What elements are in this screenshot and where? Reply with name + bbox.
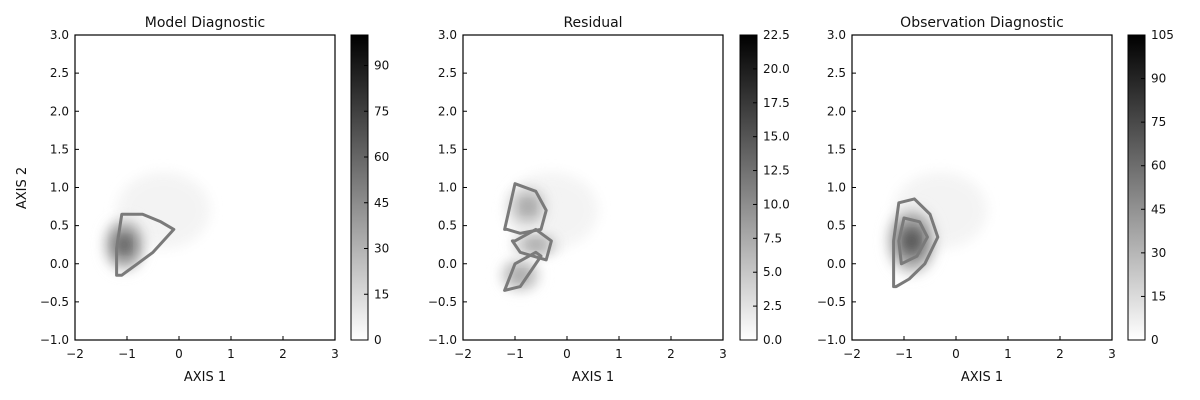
colorbar-tick-label: 15 [1151,289,1166,303]
colorbar-tick-label: 30 [1151,246,1166,260]
colorbar-tick-label: 90 [374,59,389,73]
colorbar-tick-label: 10.0 [763,197,790,211]
colorbar-tick-label: 5.0 [763,265,782,279]
colorbar-tick-label: 2.5 [763,299,782,313]
x-tick-label: −2 [66,347,84,361]
y-tick-label: −0.5 [40,295,69,309]
plot-area [463,35,723,340]
x-axis-label: AXIS 1 [184,370,226,385]
colorbar-tick-label: 45 [374,196,389,210]
y-tick-label: 2.0 [50,104,69,118]
y-tick-label: 0.0 [438,257,457,271]
y-tick-label: 3.0 [50,28,69,42]
y-tick-label: 0.0 [827,257,846,271]
colorbar-tick-label: 0 [1151,333,1159,347]
y-tick-label: −1.0 [40,333,69,347]
x-tick-label: 0 [563,347,571,361]
y-tick-label: 1.0 [438,181,457,195]
density-blob [530,242,541,248]
colorbar [1127,34,1146,341]
y-tick-label: 0.0 [50,257,69,271]
density-blob [120,239,129,251]
x-tick-label: 0 [952,347,960,361]
colorbar-tick-label: 15.0 [763,130,790,144]
y-tick-label: 1.0 [827,181,846,195]
colorbar-tick-label: 0.0 [763,333,782,347]
panel-title: Model Diagnostic [145,15,265,31]
x-tick-label: 3 [1108,347,1116,361]
colorbar-tick-label: 0 [374,333,382,347]
y-axis-label: AXIS 2 [15,167,30,209]
panel-title: Residual [563,15,622,31]
panel-model-diagnostic: Model Diagnostic AXIS 1 AXIS 2 −2 −1 0 1 2 3 −… [15,15,389,385]
colorbar-tick-label: 60 [1151,159,1166,173]
colorbar-tick-label: 15 [374,287,389,301]
y-tick-label: 2.0 [438,104,457,118]
y-tick-label: 3.0 [438,28,457,42]
colorbar [350,34,369,341]
colorbar-tick-label: 90 [1151,72,1166,86]
contour-line [892,197,940,289]
density-blob [516,271,525,279]
y-tick-label: 3.0 [827,28,846,42]
x-tick-label: −1 [895,347,913,361]
colorbar-tick-label: 20.0 [763,62,790,76]
y-tick-label: 1.5 [50,142,69,156]
y-tick-label: 0.5 [50,219,69,233]
y-tick-label: 2.5 [438,66,457,80]
colorbar-tick-label: 22.5 [763,28,790,42]
x-tick-label: 2 [279,347,287,361]
x-tick-label: 1 [227,347,235,361]
colorbar-tick-label: 60 [374,150,389,164]
x-tick-label: −1 [506,347,524,361]
colorbar [739,34,758,341]
colorbar-tick-label: 17.5 [763,96,790,110]
x-tick-label: 2 [667,347,675,361]
x-tick-label: −2 [454,347,472,361]
colorbar-tick-label: 7.5 [763,231,782,245]
x-tick-label: 0 [175,347,183,361]
colorbar-tick-label: 75 [1151,115,1166,129]
contour-line [897,216,929,266]
panel-observation-diagnostic: Observation Diagnostic AXIS 1 −2 −1 0 1 2 3 −1… [817,15,1174,385]
colorbar-tick-label: 45 [1151,202,1166,216]
panel-residual: Residual AXIS 1 −2 −1 0 1 2 3 −1.0 −0.5 0.0 0.5 1.… [428,15,790,385]
x-tick-label: 1 [615,347,623,361]
y-tick-label: 1.5 [438,142,457,156]
contour-line [115,212,176,277]
y-tick-label: 1.0 [50,181,69,195]
y-tick-label: 0.5 [438,219,457,233]
x-axis-label: AXIS 1 [572,370,614,385]
x-axis-label: AXIS 1 [961,370,1003,385]
x-tick-label: −1 [118,347,136,361]
plot-area [75,35,335,340]
contour-line [503,250,543,292]
x-tick-label: 1 [1004,347,1012,361]
y-tick-label: −1.0 [428,333,457,347]
panel-title: Observation Diagnostic [900,15,1064,31]
y-tick-label: −0.5 [428,295,457,309]
colorbar-tick-label: 75 [374,104,389,118]
y-tick-label: 2.0 [827,104,846,118]
x-tick-label: −2 [843,347,861,361]
density-blob [523,202,533,211]
colorbar-tick-label: 30 [374,242,389,256]
contour-line [503,182,548,235]
y-tick-label: −1.0 [817,333,846,347]
y-tick-label: 0.5 [827,219,846,233]
y-tick-label: 2.5 [50,66,69,80]
x-tick-label: 2 [1056,347,1064,361]
contour-line [510,227,553,262]
y-tick-label: 2.5 [827,66,846,80]
x-tick-label: 3 [719,347,727,361]
colorbar-tick-label: 105 [1151,28,1174,42]
plot-area [852,35,1112,340]
y-tick-label: −0.5 [817,295,846,309]
y-tick-label: 1.5 [827,142,846,156]
density-blob [906,234,917,248]
x-tick-label: 3 [331,347,339,361]
colorbar-tick-label: 12.5 [763,164,790,178]
